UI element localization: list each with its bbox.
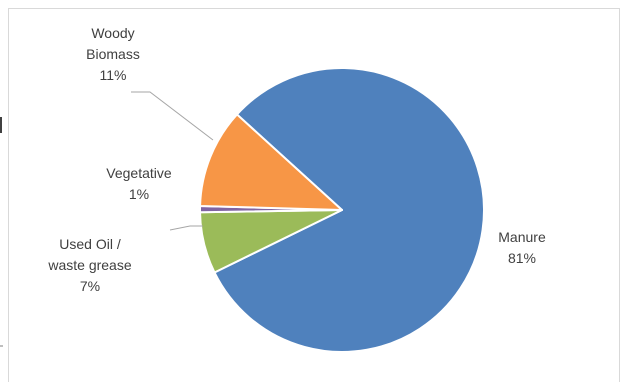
pie-slice-woody-biomass	[199, 113, 343, 211]
slice-category-label: Manure	[498, 229, 546, 245]
chart-area	[8, 8, 620, 382]
slice-category-label: Woody	[91, 25, 134, 41]
slice-percent-label: 81%	[508, 250, 536, 266]
edge-dot	[0, 345, 3, 347]
slice-category-label: Vegetative	[106, 165, 172, 181]
slice-percent-label: 11%	[100, 67, 127, 83]
labels-layer: Manure 81% Used Oil / waste grease 7% Vegetat…	[47, 25, 546, 294]
leader-lines	[131, 91, 214, 231]
slice-category-label: Used Oil /	[59, 236, 121, 252]
slice-category-label: waste grease	[47, 257, 131, 273]
leader-line	[169, 225, 203, 231]
leader-line	[131, 91, 214, 141]
slices-layer	[199, 66, 485, 353]
slice-percent-label: 7%	[80, 278, 100, 294]
slice-percent-label: 1%	[129, 186, 149, 202]
edge-marker	[0, 117, 2, 133]
slice-category-label: Biomass	[86, 46, 140, 62]
pie-slice-manure	[213, 66, 485, 353]
